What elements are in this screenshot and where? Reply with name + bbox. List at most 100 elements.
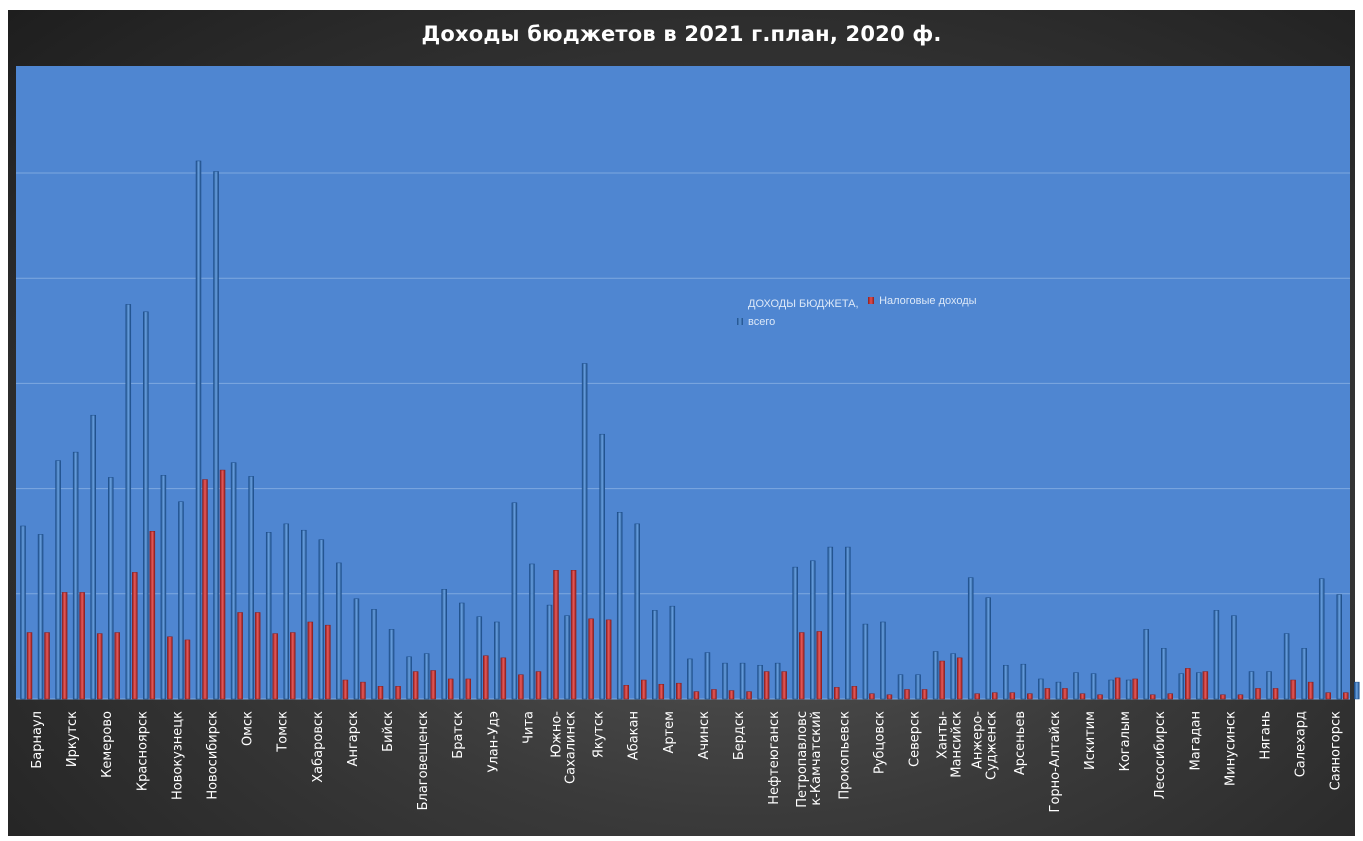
bar-tax <box>377 686 384 700</box>
bar-tax <box>184 639 191 700</box>
bar-total <box>862 623 869 700</box>
x-tick-label: Кемерово <box>100 711 115 778</box>
bar-tax <box>746 691 752 700</box>
bar-total <box>950 653 956 700</box>
bar-total <box>160 475 167 700</box>
bar-total <box>476 616 483 700</box>
bar-total <box>1108 679 1114 700</box>
bar-total <box>669 605 676 700</box>
bar-total <box>687 658 693 700</box>
bar-total <box>90 414 96 700</box>
legend-swatch-tax <box>868 297 875 304</box>
bar-total <box>634 523 640 700</box>
bar-tax <box>623 685 629 700</box>
bar-tax <box>1079 693 1086 700</box>
x-tick-label: Новокузнецк <box>170 711 185 800</box>
bar-total <box>1301 648 1307 700</box>
x-tick-label: Благовещенск <box>416 711 431 811</box>
bar-total <box>265 532 272 700</box>
bars <box>20 160 1360 700</box>
bar-total <box>37 534 44 700</box>
bar-tax <box>114 632 120 700</box>
bar-total <box>494 621 500 700</box>
bar-total <box>388 629 395 700</box>
bar-total <box>897 674 904 700</box>
bar-tax <box>1149 694 1156 700</box>
bar-tax <box>26 632 33 700</box>
bar-tax <box>1044 688 1051 700</box>
bar-tax <box>921 689 928 700</box>
x-tick-label: Магадан <box>1188 711 1203 770</box>
bar-total <box>932 651 939 700</box>
x-tick-label: Томск <box>276 711 291 753</box>
bar-total <box>739 662 746 700</box>
bar-total <box>967 577 974 700</box>
legend: ДОХОДЫ БЮДЖЕТА, всего Налоговые доходы <box>737 295 977 331</box>
bar-total <box>1073 672 1079 700</box>
bar-tax <box>676 682 682 700</box>
bar-tax <box>61 592 68 700</box>
bar-tax <box>1185 668 1191 700</box>
x-tick-label: Лесосибирск <box>1153 711 1168 799</box>
bar-tax <box>1255 688 1261 700</box>
x-tick-label: Горно-Алтайск <box>1048 711 1063 813</box>
bar-tax <box>1114 677 1121 700</box>
bar-total <box>704 652 711 700</box>
bar-tax <box>1237 694 1244 700</box>
bar-total <box>1196 672 1202 700</box>
bar-total <box>318 539 325 700</box>
bar-total <box>1125 679 1132 700</box>
x-tick-label: Артем <box>662 711 677 754</box>
bar-tax <box>834 687 840 700</box>
bar-total <box>1318 578 1325 700</box>
bar-tax <box>430 670 436 700</box>
bar-total <box>774 662 781 700</box>
bar-total <box>55 460 61 700</box>
bar-total <box>178 501 184 700</box>
x-tick-label: Ангарск <box>346 711 361 767</box>
bar-tax <box>412 671 419 700</box>
bar-total <box>213 171 219 700</box>
bar-total <box>371 609 377 700</box>
bar-total <box>1143 629 1149 700</box>
bar-total <box>1248 671 1255 700</box>
bar-tax <box>202 479 208 700</box>
legend-label-tax: Налоговые доходы <box>879 295 977 307</box>
bar-tax <box>658 683 665 700</box>
x-tick-label: Красноярск <box>135 711 150 791</box>
bar-tax <box>1167 693 1173 700</box>
bar-tax <box>290 632 296 700</box>
bar-total <box>1161 648 1167 700</box>
bar-tax <box>763 671 770 700</box>
x-tick-label: Ачинск <box>697 711 712 760</box>
bar-total <box>143 311 149 700</box>
bar-tax <box>1097 694 1103 700</box>
bar-total <box>441 589 447 700</box>
bar-total <box>1020 663 1027 700</box>
bar-tax <box>1343 692 1349 700</box>
bar-total <box>353 598 360 700</box>
bar-total <box>757 664 763 700</box>
bar-tax <box>1062 688 1068 700</box>
bar-total <box>722 662 728 700</box>
legend-item-tax: Налоговые доходы <box>868 295 977 307</box>
bar-tax <box>1220 694 1226 700</box>
bar-total <box>529 563 535 700</box>
bar-total <box>915 674 921 700</box>
bar-total <box>1213 610 1220 700</box>
bar-tax <box>535 671 542 700</box>
x-tick-label: Петропавловск-Камчатский <box>795 711 824 808</box>
bar-tax <box>360 681 366 700</box>
bar-tax <box>325 624 331 700</box>
bar-total <box>1266 671 1272 700</box>
bar-tax <box>254 612 261 700</box>
bar-total <box>1055 681 1062 700</box>
bar-tax <box>570 570 577 700</box>
bar-total <box>1354 681 1360 700</box>
x-tick-label: Северск <box>908 711 923 767</box>
bar-tax <box>447 678 454 700</box>
bar-total <box>845 546 851 700</box>
bar-total <box>283 523 289 700</box>
x-tick-label: Анжеро-Судженск <box>971 711 1000 780</box>
